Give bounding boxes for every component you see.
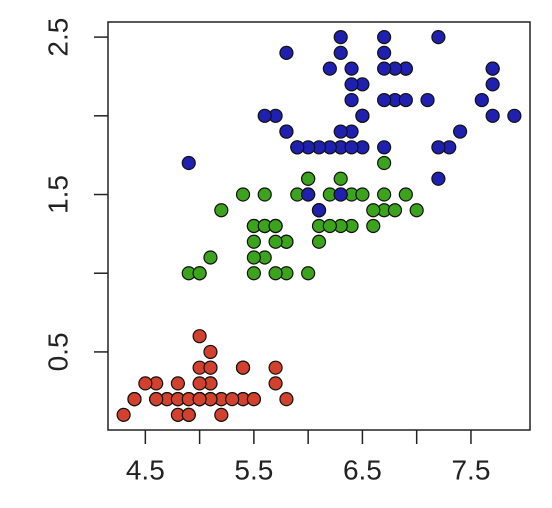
point (377, 155, 392, 171)
y-tick-label: 1.5 (42, 175, 73, 214)
point (431, 140, 446, 155)
plot-frame (107, 21, 531, 431)
point (290, 140, 305, 155)
point (377, 92, 392, 108)
point (377, 140, 392, 155)
point (485, 61, 500, 76)
point (192, 266, 207, 281)
point (485, 77, 500, 92)
point (181, 407, 196, 422)
point (149, 392, 164, 407)
point (366, 203, 381, 218)
point (311, 203, 327, 218)
point (268, 234, 283, 249)
point (333, 45, 348, 60)
x-tick-label: 6.5 (343, 454, 382, 485)
point (268, 266, 283, 281)
point (279, 45, 294, 60)
point (355, 187, 370, 202)
x-tick-label: 5.5 (234, 454, 273, 485)
point (398, 187, 413, 202)
point (181, 155, 196, 171)
point (257, 108, 272, 123)
point (344, 77, 359, 92)
point (453, 124, 468, 139)
point (344, 61, 359, 76)
x-tick-label: 7.5 (451, 454, 490, 485)
point (192, 392, 207, 407)
point (301, 171, 316, 186)
point (377, 61, 392, 76)
point (268, 376, 283, 391)
point (474, 92, 489, 108)
point (127, 392, 142, 407)
point (214, 203, 229, 218)
point (409, 203, 424, 218)
point (333, 187, 348, 202)
point (344, 140, 359, 155)
point (344, 92, 359, 108)
point (214, 407, 229, 422)
point (246, 250, 261, 265)
point (279, 124, 294, 139)
point (257, 187, 272, 202)
point (170, 376, 185, 391)
point (333, 124, 348, 139)
point (268, 360, 283, 375)
point (366, 218, 381, 234)
point (333, 171, 348, 186)
point (246, 266, 261, 281)
y-tick-label: 0.5 (42, 332, 73, 371)
point (431, 171, 446, 186)
point (507, 108, 522, 123)
point (377, 45, 392, 60)
point (322, 61, 337, 76)
point (192, 329, 207, 344)
point (431, 30, 446, 45)
point (301, 266, 316, 281)
point (203, 344, 218, 360)
point (377, 187, 392, 202)
point (485, 108, 500, 123)
point (116, 407, 131, 422)
point (301, 187, 316, 202)
point (377, 30, 392, 45)
point (333, 30, 348, 45)
x-tick-label: 4.5 (126, 454, 165, 485)
point (138, 376, 153, 391)
point (246, 234, 261, 249)
point (203, 360, 218, 375)
y-tick-label: 2.5 (42, 18, 73, 57)
point (235, 187, 251, 202)
point (355, 108, 370, 123)
point (203, 250, 218, 265)
point (387, 203, 403, 218)
point (279, 392, 294, 407)
point (235, 360, 251, 375)
point (311, 234, 327, 249)
point (225, 392, 240, 407)
point (322, 218, 337, 234)
point (246, 392, 261, 407)
point (268, 218, 283, 234)
point (192, 376, 207, 391)
point (420, 92, 435, 108)
point (398, 92, 413, 108)
